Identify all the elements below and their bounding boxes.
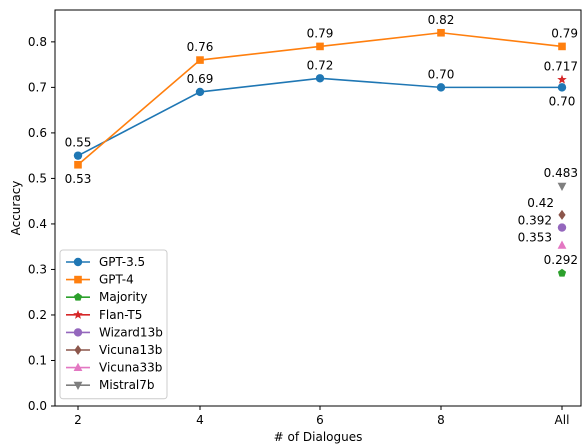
vicuna33b-point: [557, 240, 567, 249]
gpt-4-point: [316, 42, 324, 51]
legend-label-majority: Majority: [99, 290, 147, 304]
gpt-3-5-data-label: 0.70: [549, 94, 576, 108]
gpt-3-5-point: [73, 151, 83, 160]
gpt-3-5-point: [315, 74, 325, 83]
vicuna13b-data-label: 0.42: [527, 196, 554, 210]
gpt-3-5-point: [195, 87, 205, 97]
legend-label-gpt-4: GPT-4: [99, 273, 134, 287]
gpt-4-data-label: 0.53: [65, 172, 92, 186]
y-tick-label: 0.5: [28, 171, 47, 185]
gpt-4-point: [74, 160, 82, 169]
x-tick-label: All: [555, 413, 570, 427]
x-axis-label: # of Dialogues: [274, 430, 363, 444]
y-tick-label: 0.2: [28, 308, 47, 322]
series-markers: [73, 28, 567, 277]
x-tick-label: 8: [437, 413, 445, 427]
majority-point: [557, 268, 567, 277]
gpt-4-data-label: 0.79: [307, 26, 334, 40]
vicuna13b-point: [558, 209, 566, 220]
x-tick-label: 4: [196, 413, 204, 427]
gpt-3-5-point: [557, 83, 567, 92]
legend-box: [59, 249, 168, 400]
gpt-4-point: [196, 56, 204, 64]
gpt-3-5-point: [436, 83, 446, 92]
legend-label-vicuna33b: Vicuna33b: [99, 361, 162, 375]
x-axis: 2 4 6 8 All: [74, 406, 569, 427]
y-tick-label: 0.0: [28, 399, 47, 413]
gpt-3-5-data-label: 0.55: [65, 136, 92, 150]
x-tick-label: 2: [74, 413, 82, 427]
vicuna33b-data-label: 0.353: [518, 230, 552, 244]
legend-marker-vicuna13b: [74, 345, 82, 355]
legend-marker-mistral7b: [73, 381, 83, 390]
legend-label-mistral7b: Mistral7b: [99, 378, 155, 392]
majority-data-label: 0.292: [544, 253, 578, 267]
gpt-4-data-label: 0.76: [187, 40, 214, 54]
gpt-4-data-label: 0.79: [551, 26, 578, 40]
legend-label-wizard13b: Wizard13b: [99, 325, 163, 339]
y-tick-label: 0.3: [28, 262, 47, 276]
gpt-4-point: [558, 42, 566, 51]
y-axis-label: Accuracy: [9, 181, 23, 236]
gpt-4-point: [437, 28, 445, 37]
mistral7b-point: [557, 182, 567, 191]
gpt-4-data-label: 0.82: [428, 13, 455, 27]
y-tick-label: 0.7: [28, 80, 47, 94]
legend-marker-gpt-3-5: [73, 257, 83, 267]
legend-marker-flan-t5: [73, 309, 83, 319]
legend-marker-majority: [73, 292, 83, 301]
gpt-3-5-data-label: 0.72: [307, 58, 334, 72]
legend-marker-gpt-4: [74, 275, 82, 284]
y-tick-label: 0.6: [28, 126, 47, 140]
legend-label-vicuna13b: Vicuna13b: [99, 343, 162, 357]
flan-t5-data-label: 0.717: [544, 60, 578, 74]
y-axis: 0.0 0.1 0.2 0.3 0.4 0.5 0.6 0.7 0.8: [28, 35, 55, 413]
x-tick-label: 6: [316, 413, 324, 427]
legend-label-gpt-3-5: GPT-3.5: [99, 255, 145, 269]
wizard13b-point: [557, 223, 567, 232]
legend: GPT-3.5 GPT-4 Majority Flan-T5 Wizard13b Vicu…: [59, 249, 168, 400]
data-labels: 0.55 0.69 0.72 0.70 0.70 0.53 0.76 0.79 0.82 0.79…: [65, 13, 578, 267]
wizard13b-data-label: 0.392: [518, 214, 552, 228]
legend-marker-vicuna33b: [73, 362, 83, 371]
gpt-3-5-data-label: 0.69: [187, 72, 214, 86]
mistral7b-data-label: 0.483: [544, 166, 578, 180]
legend-label-flan-t5: Flan-T5: [99, 308, 142, 322]
gpt-3-5-data-label: 0.70: [428, 67, 455, 81]
flan-t5-point: [557, 74, 567, 84]
y-tick-label: 0.1: [28, 353, 47, 367]
y-tick-label: 0.4: [28, 217, 47, 231]
legend-marker-wizard13b: [73, 328, 83, 337]
y-tick-label: 0.8: [28, 35, 47, 49]
